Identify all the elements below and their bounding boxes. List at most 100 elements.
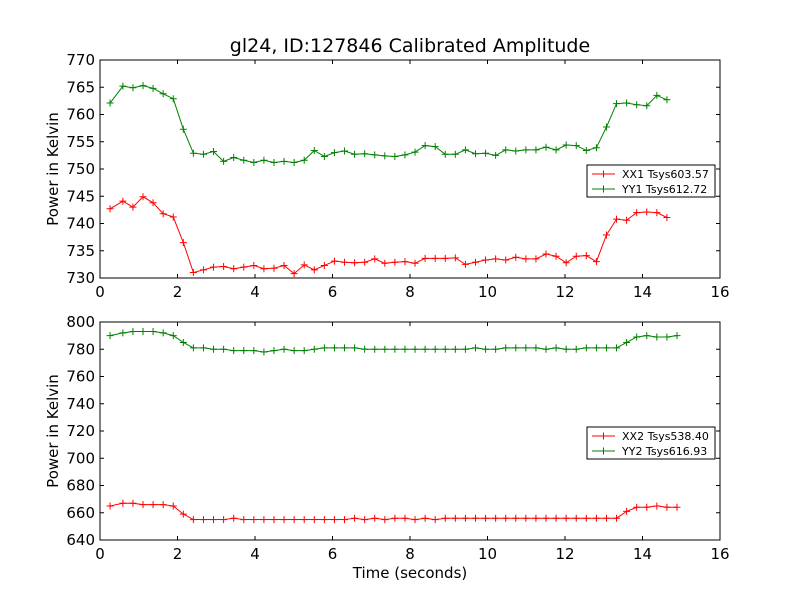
data-point bbox=[270, 264, 278, 272]
data-point bbox=[330, 149, 338, 157]
data-point bbox=[613, 100, 621, 108]
data-point bbox=[623, 338, 631, 346]
x-tick-label: 16 bbox=[710, 545, 729, 563]
data-point bbox=[653, 502, 661, 510]
data-point bbox=[159, 210, 167, 218]
data-point bbox=[179, 125, 187, 133]
data-point bbox=[673, 332, 681, 340]
legend: XX1 Tsys603.57 YY1 Tsys612.72 bbox=[586, 164, 716, 198]
data-point bbox=[320, 516, 328, 524]
data-point bbox=[512, 147, 520, 155]
data-point bbox=[421, 254, 429, 262]
data-point bbox=[129, 499, 137, 507]
data-point bbox=[149, 328, 157, 336]
data-point bbox=[471, 344, 479, 352]
data-point bbox=[482, 149, 490, 157]
data-point bbox=[562, 141, 570, 149]
data-point bbox=[260, 348, 268, 356]
x-tick-label: 2 bbox=[173, 545, 183, 563]
legend-box bbox=[586, 164, 716, 198]
y-tick-label: 640 bbox=[66, 531, 95, 549]
data-point bbox=[341, 516, 349, 524]
x-tick-label: 6 bbox=[328, 283, 338, 301]
data-point bbox=[582, 514, 590, 522]
data-point bbox=[129, 84, 137, 92]
data-point bbox=[129, 203, 137, 211]
data-point bbox=[260, 516, 268, 524]
data-point bbox=[401, 345, 409, 353]
data-point bbox=[169, 502, 177, 510]
x-tick-label: 10 bbox=[478, 545, 497, 563]
y-tick-label: 730 bbox=[66, 269, 95, 287]
data-point bbox=[280, 345, 288, 353]
data-point bbox=[653, 209, 661, 217]
data-point bbox=[320, 152, 328, 160]
data-point bbox=[431, 143, 439, 151]
data-point bbox=[280, 261, 288, 269]
data-point bbox=[169, 213, 177, 221]
x-tick-label: 10 bbox=[478, 283, 497, 301]
data-point bbox=[602, 514, 610, 522]
panels: 0 2 4 6 8 10 12 14 16 730 735 740 745 750 755 760 765 770… bbox=[44, 51, 730, 582]
data-point bbox=[451, 514, 459, 522]
data-point bbox=[361, 258, 369, 266]
legend-label: YY2 Tsys616.93 bbox=[621, 445, 707, 458]
y-tick-label: 750 bbox=[66, 160, 95, 178]
data-point bbox=[431, 254, 439, 262]
data-point bbox=[260, 265, 268, 273]
data-point bbox=[189, 149, 197, 157]
data-point bbox=[139, 501, 147, 509]
data-point bbox=[643, 102, 651, 110]
data-point bbox=[159, 329, 167, 337]
data-point bbox=[300, 347, 308, 355]
data-point bbox=[290, 347, 298, 355]
data-point bbox=[341, 344, 349, 352]
data-point bbox=[451, 254, 459, 262]
data-point bbox=[522, 255, 530, 263]
data-point bbox=[210, 345, 218, 353]
data-point bbox=[300, 156, 308, 164]
data-point bbox=[351, 344, 359, 352]
data-point bbox=[139, 82, 147, 90]
y-tick-label: 780 bbox=[66, 340, 95, 358]
x-tick-label: 16 bbox=[710, 283, 729, 301]
data-point bbox=[401, 151, 409, 159]
data-point bbox=[391, 258, 399, 266]
data-point bbox=[562, 259, 570, 267]
data-point bbox=[139, 328, 147, 336]
data-point bbox=[401, 514, 409, 522]
data-point bbox=[522, 146, 530, 154]
data-point bbox=[492, 345, 500, 353]
data-point bbox=[643, 332, 651, 340]
data-point bbox=[663, 96, 671, 104]
data-point bbox=[129, 328, 137, 336]
data-point bbox=[371, 255, 379, 263]
data-point bbox=[381, 345, 389, 353]
data-point bbox=[179, 338, 187, 346]
data-point bbox=[381, 152, 389, 160]
data-point bbox=[663, 333, 671, 341]
data-point bbox=[431, 516, 439, 524]
data-point bbox=[106, 502, 114, 510]
data-point bbox=[582, 252, 590, 260]
x-tick-label: 2 bbox=[173, 283, 183, 301]
legend-marker bbox=[600, 432, 607, 440]
data-point bbox=[411, 259, 419, 267]
data-point bbox=[512, 253, 520, 261]
data-point bbox=[351, 514, 359, 522]
data-point bbox=[542, 345, 550, 353]
y-tick-label: 720 bbox=[66, 422, 95, 440]
data-point bbox=[361, 516, 369, 524]
x-tick-label: 8 bbox=[405, 283, 415, 301]
data-point bbox=[199, 344, 207, 352]
data-point bbox=[401, 258, 409, 266]
data-point bbox=[230, 347, 238, 355]
data-point bbox=[602, 123, 610, 131]
data-point bbox=[240, 263, 248, 271]
data-point bbox=[149, 501, 157, 509]
data-point bbox=[199, 150, 207, 158]
data-point bbox=[330, 516, 338, 524]
data-point bbox=[351, 259, 359, 267]
x-tick-label: 12 bbox=[555, 283, 574, 301]
data-point bbox=[189, 269, 197, 277]
